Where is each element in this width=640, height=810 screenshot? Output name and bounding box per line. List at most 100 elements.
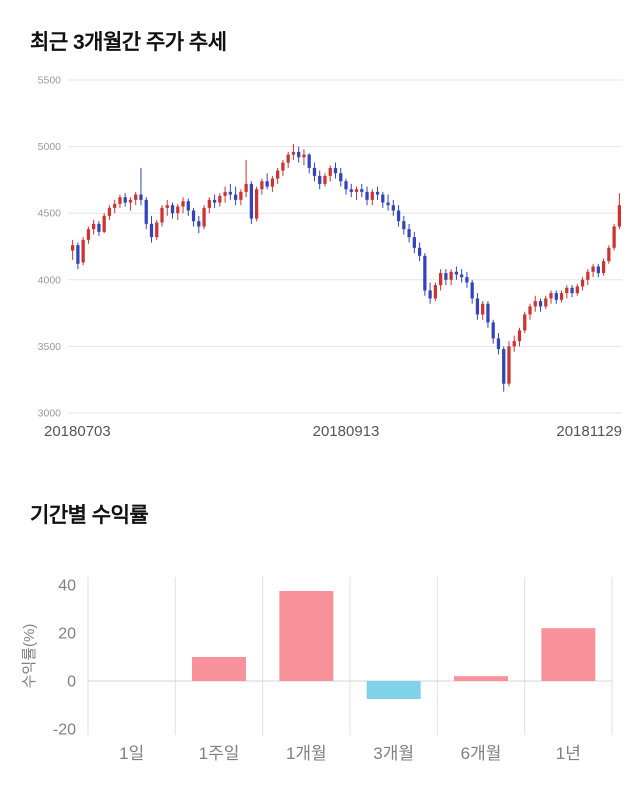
candle-body (570, 287, 574, 294)
candle-body (139, 194, 143, 200)
candle-body (612, 226, 616, 248)
candle-body (170, 205, 175, 214)
candle-body (596, 266, 600, 274)
candle-body (502, 349, 506, 384)
candle-body (328, 167, 332, 176)
candle-body (617, 205, 622, 227)
candle-body (265, 181, 269, 187)
candle-body (254, 189, 259, 219)
candle-body (191, 210, 196, 222)
candle-body (428, 290, 432, 299)
candle-body (176, 206, 180, 214)
category-label: 1년 (556, 744, 581, 763)
candle-body (444, 273, 448, 280)
candle-body (113, 203, 117, 208)
price-trend-title: 최근 3개월간 주가 추세 (30, 31, 227, 54)
candle-body (533, 301, 537, 307)
candle-body (165, 205, 169, 208)
returns-title: 기간별 수익률 (30, 504, 149, 527)
candle-body (360, 189, 364, 192)
candle-body (134, 194, 138, 200)
candle-body (591, 266, 595, 272)
candle-body (92, 223, 96, 230)
candle-body (544, 298, 548, 307)
candle-body (528, 306, 532, 315)
y-tick-label: 0 (67, 674, 76, 691)
candle-body (465, 277, 469, 283)
category-label: 3개월 (373, 744, 414, 763)
candle-body (270, 178, 275, 187)
candle-body (318, 175, 322, 184)
candle-body (86, 229, 91, 240)
candle-body (302, 154, 306, 158)
candle-body (559, 293, 564, 300)
y-tick-label: 4500 (38, 208, 62, 220)
candle-body (507, 346, 511, 384)
candle-body (386, 202, 390, 206)
y-tick-label: 3500 (38, 341, 62, 353)
bar (454, 676, 508, 681)
candle-body (580, 279, 585, 287)
candle-body (239, 191, 243, 200)
candle-body (523, 314, 527, 331)
candle-body (149, 223, 154, 238)
candle-body (339, 173, 343, 182)
candle-body (470, 282, 474, 299)
candle-body (207, 199, 211, 208)
candle-body (223, 191, 227, 196)
candle-body (512, 341, 516, 347)
candle-body (486, 303, 490, 323)
candle-body (107, 207, 112, 216)
candle-body (475, 298, 480, 315)
candle-body (370, 191, 374, 200)
candlestick-chart: 3000 3500 4000 4500 5000 5500 20180703 20180913… (38, 75, 622, 440)
candle-body (97, 223, 101, 232)
candle-body (549, 293, 553, 299)
category-label: 1개월 (286, 744, 327, 763)
candle-body (123, 197, 127, 203)
candle-body (249, 183, 254, 219)
candle-body (197, 221, 201, 227)
candle-body (212, 199, 217, 203)
x-tick-label: 20180703 (44, 423, 111, 440)
category-label: 1주일 (199, 744, 240, 763)
y-tick-label: -20 (53, 722, 76, 739)
candle-body (244, 183, 248, 192)
candle-body (312, 167, 317, 176)
candle-body (449, 271, 453, 280)
candle-body (417, 247, 422, 256)
candle-body (381, 194, 385, 203)
x-tick-label: 20180913 (313, 423, 380, 440)
y-tick-label: 20 (58, 626, 76, 643)
y-tick-label: 40 (58, 578, 76, 595)
candle-body (160, 207, 164, 223)
candle-body (454, 271, 459, 275)
candle-body (607, 247, 611, 262)
candle-body (586, 271, 590, 280)
candle-body (181, 201, 185, 207)
candle-body (354, 189, 359, 192)
candle-body (70, 245, 75, 251)
bar (366, 681, 421, 699)
candle-body (423, 255, 427, 291)
candle-body (333, 167, 338, 174)
y-tick-label: 5500 (38, 75, 62, 87)
candle-body (554, 293, 558, 300)
candle-body (565, 287, 569, 294)
candle-body (344, 181, 348, 190)
candle-body (281, 162, 285, 171)
candle-body (438, 273, 443, 286)
candle-body (433, 285, 438, 299)
candle-body (396, 210, 401, 222)
candle-body (218, 195, 222, 203)
candle-body (323, 175, 327, 184)
category-label: 6개월 (461, 744, 502, 763)
candle-body (365, 191, 369, 200)
returns-bar-chart: -20 0 20 40 수익률(%) 1일 1주일 1개월 3개월 6개월 1년 (21, 577, 613, 763)
bar (541, 628, 596, 681)
candle-body (233, 194, 238, 200)
candle-body (402, 221, 406, 230)
candle-body (276, 170, 280, 179)
bar (279, 591, 334, 681)
candle-body (291, 151, 296, 155)
